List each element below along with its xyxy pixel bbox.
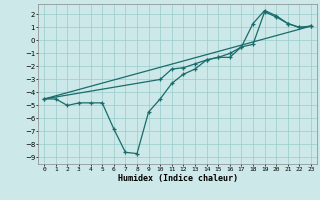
X-axis label: Humidex (Indice chaleur): Humidex (Indice chaleur) [118, 174, 238, 183]
